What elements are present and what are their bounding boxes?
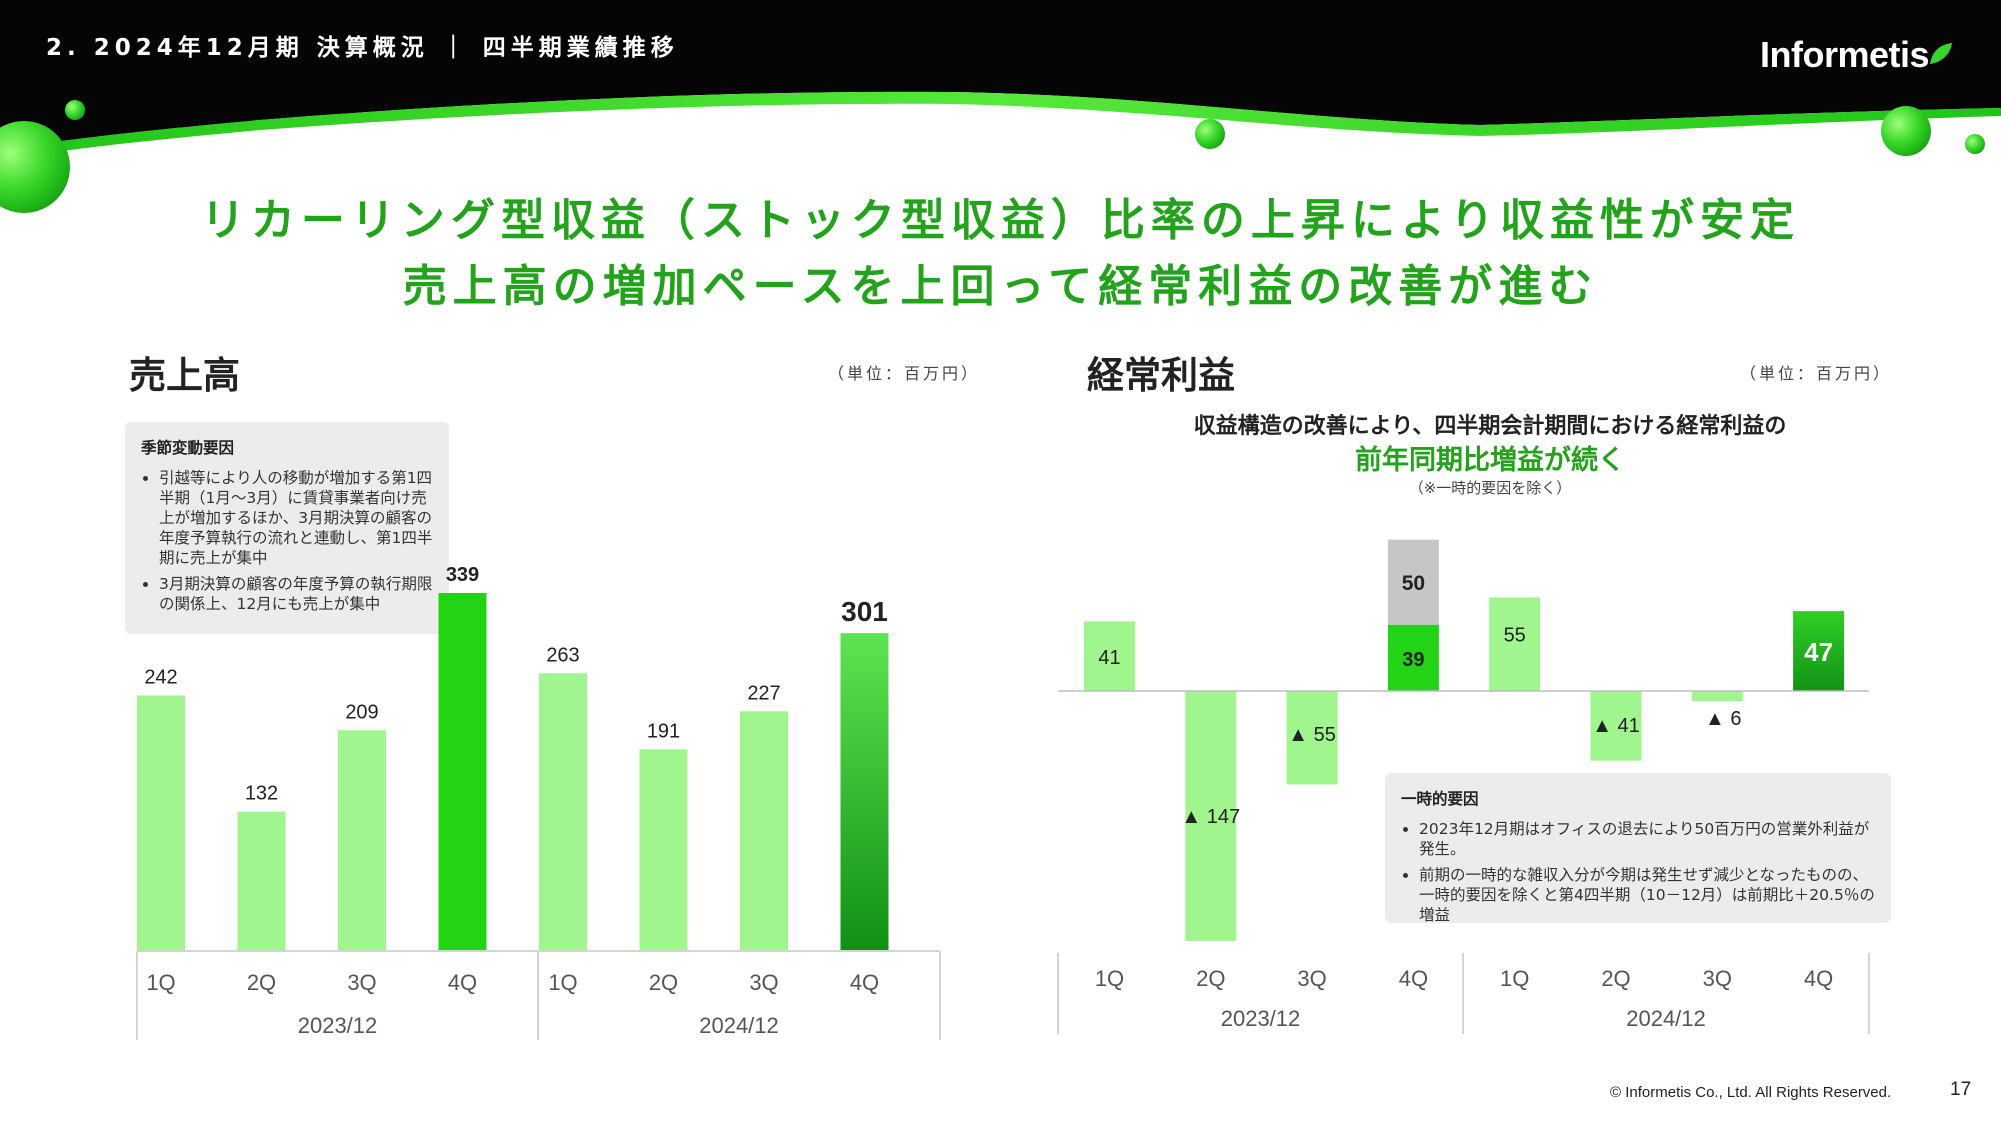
profit-category-label: 4Q (1804, 966, 1833, 991)
sales-bar-label: 132 (245, 783, 278, 805)
profit-bar-label: ▲ 6 (1705, 708, 1741, 730)
sales-bar-label: 301 (841, 596, 888, 627)
profit-bar-label: 47 (1804, 637, 1833, 667)
sales-bar-label: 191 (647, 720, 680, 742)
sales-bar (740, 711, 788, 951)
decor-circle-right (1881, 106, 1931, 156)
profit-category-label: 2Q (1601, 966, 1630, 991)
profit-bar (1691, 691, 1743, 702)
one-time-factor-note-list: 2023年12月期はオフィスの退去により50百万円の営業外利益が発生。 前期の一… (1401, 819, 1875, 925)
one-time-factor-note: 一時的要因 2023年12月期はオフィスの退去により50百万円の営業外利益が発生… (1385, 773, 1891, 925)
sales-category-label: 1Q (548, 970, 577, 995)
sales-bar-label: 209 (345, 701, 378, 723)
profit-bar (1185, 691, 1237, 941)
profit-bar-label: 41 (1098, 647, 1120, 669)
profit-bar (1489, 597, 1541, 691)
sales-category-label: 3Q (749, 970, 778, 995)
sales-category-label: 3Q (347, 970, 376, 995)
sales-bar (539, 673, 587, 951)
header-black-band (0, 0, 2001, 150)
breadcrumb: 2. 2024年12月期 決算概況 ｜ 四半期業績推移 (46, 35, 679, 61)
sales-category-label: 4Q (448, 970, 477, 995)
decor-circle-small (65, 100, 85, 120)
profit-bar (1793, 611, 1845, 691)
sales-group-label: 2023/12 (298, 1013, 378, 1038)
profit-unit-label: （単位：百万円） (1740, 364, 1893, 383)
profit-bar (1084, 621, 1135, 691)
sales-category-label: 2Q (649, 970, 678, 995)
sales-category-label: 4Q (850, 970, 879, 995)
sales-bar (639, 749, 688, 951)
sales-section-title: 売上高 (129, 354, 240, 397)
sales-bar-label: 242 (144, 666, 177, 688)
seasonality-note-item: 3月期決算の顧客の年度予算の執行期限の関係上、12月にも売上が集中 (159, 574, 433, 614)
one-time-factor-note-item: 前期の一時的な雑収入分が今期は発生せず減少となったものの、一時的要因を除くと第4… (1419, 865, 1875, 925)
decor-circle-mid (1195, 119, 1225, 149)
sales-bar (137, 695, 185, 951)
sales-group-label: 2024/12 (699, 1013, 779, 1038)
sales-bar (338, 730, 386, 951)
profit-section-title: 経常利益 (1087, 354, 1235, 397)
profit-bar-label: ▲ 55 (1288, 724, 1336, 746)
profit-bar (1286, 691, 1338, 785)
profit-subtitle: 収益構造の改善により、四半期会計期間における経常利益の (1193, 414, 1787, 439)
profit-bar-label: 39 (1402, 649, 1424, 671)
profit-category-label: 3Q (1703, 966, 1732, 991)
profit-one-time-label: 50 (1402, 572, 1425, 595)
profit-group-label: 2023/12 (1221, 1006, 1301, 1031)
sales-category-label: 1Q (146, 970, 175, 995)
profit-bar (1590, 691, 1642, 761)
company-logo: Informetis (1760, 34, 1930, 75)
seasonality-note-item: 引越等により人の移動が増加する第1四半期（1月〜3月）に賃貸事業者向け売上が増加… (159, 468, 433, 568)
sales-bar-label: 263 (546, 644, 579, 666)
sales-bar (840, 633, 889, 951)
profit-category-label: 4Q (1399, 966, 1428, 991)
profit-category-label: 1Q (1095, 966, 1124, 991)
page-number: 17 (1950, 1079, 1972, 1100)
profit-subtitle-highlight: 前年同期比増益が続く (1355, 445, 1625, 476)
header-green-wave (0, 91, 2001, 160)
headline-line-1: リカーリング型収益（ストック型収益）比率の上昇により収益性が安定 (200, 195, 1801, 246)
profit-bar-label: ▲ 41 (1592, 715, 1640, 737)
profit-bar (1387, 624, 1439, 691)
headline-line-2: 売上高の増加ペースを上回って経常利益の改善が進む (402, 261, 1599, 312)
profit-group-label: 2024/12 (1626, 1006, 1706, 1031)
sales-bar (438, 593, 487, 951)
one-time-factor-note-item: 2023年12月期はオフィスの退去により50百万円の営業外利益が発生。 (1419, 819, 1875, 859)
decor-circle-large (0, 121, 70, 213)
seasonality-note-list: 引越等により人の移動が増加する第1四半期（1月〜3月）に賃貸事業者向け売上が増加… (141, 468, 433, 614)
logo-leaf-icon (1930, 43, 1952, 64)
sales-bar-label: 227 (747, 682, 780, 704)
copyright: © Informetis Co., Ltd. All Rights Reserv… (1610, 1084, 1892, 1101)
profit-bar-label: 55 (1504, 625, 1526, 647)
decor-circle-right-small (1965, 134, 1985, 154)
profit-category-label: 2Q (1196, 966, 1225, 991)
sales-bar (237, 811, 286, 951)
seasonality-note-title: 季節変動要因 (141, 439, 235, 457)
one-time-factor-note-title: 一時的要因 (1401, 790, 1479, 808)
seasonality-note: 季節変動要因 引越等により人の移動が増加する第1四半期（1月〜3月）に賃貸事業者… (125, 422, 449, 634)
sales-category-label: 2Q (247, 970, 276, 995)
sales-bar-label: 339 (446, 564, 479, 586)
profit-bar-one-time (1387, 539, 1439, 625)
profit-category-label: 3Q (1297, 966, 1326, 991)
sales-unit-label: （単位：百万円） (828, 364, 981, 383)
profit-bar-label: ▲ 147 (1181, 806, 1240, 828)
profit-subtitle-note: （※一時的要因を除く） (1408, 479, 1572, 497)
profit-category-label: 1Q (1500, 966, 1529, 991)
